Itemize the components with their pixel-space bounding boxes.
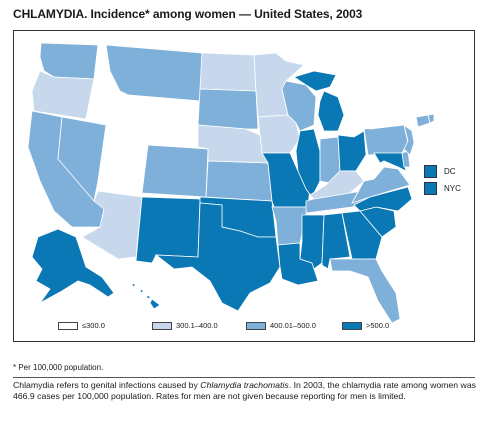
state-FL bbox=[329, 258, 401, 324]
inset-nyc: NYC bbox=[424, 182, 461, 195]
state-PA bbox=[363, 124, 409, 156]
legend-swatch bbox=[342, 321, 362, 330]
map-frame: ≤300.0 300.1–400.0 400.01–500.0 >500.0 D… bbox=[13, 30, 475, 342]
state-ND bbox=[199, 52, 257, 92]
inset-nyc-label: NYC bbox=[444, 184, 461, 193]
divider bbox=[13, 377, 475, 378]
legend-item-le300: ≤300.0 bbox=[58, 321, 105, 330]
state-HI bbox=[131, 282, 161, 310]
state-KS bbox=[205, 160, 273, 202]
state-LA bbox=[277, 242, 319, 286]
inset-dc: DC bbox=[424, 165, 456, 178]
state-ME bbox=[431, 44, 463, 104]
legend-item-400-500: 400.01–500.0 bbox=[246, 321, 316, 330]
state-WA bbox=[39, 42, 99, 80]
state-VT bbox=[417, 82, 427, 108]
legend-label: ≤300.0 bbox=[82, 321, 105, 330]
state-MI-upper bbox=[293, 70, 337, 92]
us-map bbox=[27, 42, 463, 324]
legend-item-gt500: >500.0 bbox=[342, 321, 389, 330]
description: Chlamydia refers to genital infections c… bbox=[13, 380, 476, 402]
description-part1: Chlamydia refers to genital infections c… bbox=[13, 380, 201, 390]
inset-dc-label: DC bbox=[444, 167, 456, 176]
legend-swatch bbox=[58, 321, 78, 330]
inset-dc-swatch bbox=[424, 165, 437, 178]
state-NE bbox=[197, 124, 269, 164]
state-WY bbox=[125, 94, 201, 150]
state-OR bbox=[31, 70, 95, 120]
state-DE bbox=[401, 150, 411, 168]
state-NM bbox=[135, 196, 201, 264]
legend-swatch bbox=[152, 321, 172, 330]
legend-swatch bbox=[246, 321, 266, 330]
state-NJ bbox=[403, 124, 415, 156]
state-SD bbox=[197, 88, 259, 130]
state-TX bbox=[154, 202, 281, 312]
legend-label: >500.0 bbox=[366, 321, 390, 330]
legend-label: 300.1–400.0 bbox=[176, 321, 218, 330]
state-CO bbox=[141, 144, 209, 198]
legend-label: 400.01–500.0 bbox=[270, 321, 316, 330]
state-MA bbox=[415, 104, 443, 118]
footnote: * Per 100,000 population. bbox=[13, 363, 104, 372]
state-GA bbox=[341, 210, 383, 260]
map-title: CHLAMYDIA. Incidence* among women — Unit… bbox=[13, 7, 363, 21]
state-NV bbox=[57, 116, 107, 202]
state-AK bbox=[31, 228, 115, 304]
state-NY bbox=[369, 86, 423, 130]
description-organism: Chlamydia trachomatis bbox=[200, 380, 289, 390]
inset-nyc-swatch bbox=[424, 182, 437, 195]
description-part2: . In 2003, the chlamydia rate among wome… bbox=[13, 380, 477, 401]
legend-item-300-400: 300.1–400.0 bbox=[152, 321, 218, 330]
state-MI bbox=[317, 90, 345, 132]
